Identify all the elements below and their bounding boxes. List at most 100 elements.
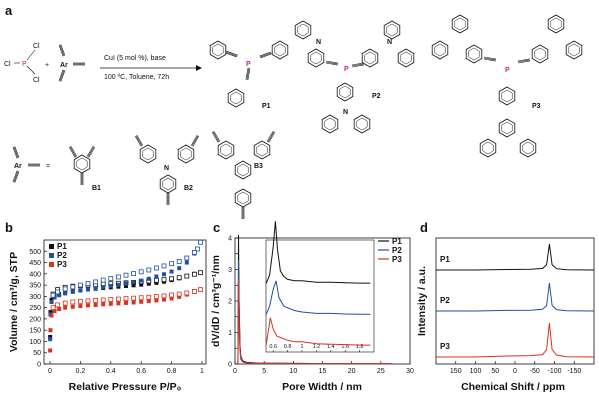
- adsorption-point: [146, 299, 151, 304]
- desorption-point: [176, 291, 182, 297]
- y-tick-label: 200: [29, 316, 41, 323]
- adsorption-point: [57, 293, 62, 298]
- y-tick-label: 2: [228, 299, 232, 306]
- trace-label-p1: P1: [440, 255, 450, 264]
- adsorption-point: [169, 296, 174, 301]
- adsorption-point: [177, 294, 182, 299]
- y-tick-label: 4: [228, 236, 232, 243]
- trace-label-p3: P3: [440, 342, 450, 351]
- y-axis-title: Volume / cm³/g, STP: [8, 252, 20, 352]
- adsorption-point: [154, 274, 159, 279]
- x-tick-label: 0.6: [136, 368, 146, 375]
- spectrum-line: [436, 282, 595, 312]
- desorption-point: [85, 298, 91, 304]
- product-label-p1: P1: [262, 103, 271, 110]
- panel-label-b: b: [5, 220, 13, 235]
- product-label-p2: P2: [372, 93, 381, 100]
- block-label-b3: B3: [254, 163, 263, 170]
- desorption-point: [93, 298, 98, 303]
- adsorption-point: [139, 299, 144, 304]
- x-tick-label: -100: [547, 368, 561, 375]
- y-tick-label: 3: [228, 267, 232, 274]
- x-tick-label: 50: [491, 368, 499, 375]
- desorption-point: [161, 277, 167, 283]
- adsorption-point: [139, 278, 144, 283]
- phosphorus-atom: P: [22, 61, 27, 68]
- adsorption-point: [48, 310, 53, 315]
- x-tick-label: 30: [406, 368, 414, 375]
- adsorption-point: [78, 304, 83, 309]
- nitrogen-atom: N: [316, 39, 321, 46]
- adsorption-point: [146, 276, 151, 281]
- desorption-point: [176, 275, 182, 281]
- desorption-point: [85, 281, 91, 286]
- desorption-point: [55, 289, 60, 295]
- x-axis-title: Chemical Shift / ppm: [461, 381, 565, 393]
- adsorption-point: [101, 285, 106, 290]
- x-tick-label: -50: [530, 368, 540, 375]
- x-tick-label: 5: [262, 368, 266, 375]
- phosphorus-center: P: [505, 67, 510, 74]
- nitrogen-atom: N: [343, 109, 348, 116]
- x-tick-label: 100: [470, 368, 482, 375]
- adsorption-point: [70, 289, 75, 294]
- nitrogen-atom: N: [164, 165, 169, 172]
- desorption-point: [123, 272, 129, 278]
- x-axis-title: Pore Width / nm: [282, 381, 362, 393]
- nitrogen-atom: N: [387, 39, 392, 46]
- legend-label-p2: P2: [392, 246, 402, 255]
- inset-series-line: [265, 280, 371, 315]
- panel-label-a: a: [5, 3, 13, 18]
- desorption-point: [100, 277, 106, 283]
- legend-label-p2: P2: [57, 251, 67, 260]
- x-tick-label: 0.2: [76, 368, 86, 375]
- desorption-point: [123, 296, 129, 302]
- x-tick-label: -150: [567, 368, 581, 375]
- desorption-point: [146, 294, 152, 300]
- desorption-point: [153, 294, 159, 299]
- building-block-b3: B3: [211, 130, 276, 220]
- d-ticks: 150 100 50 0 -50 -100 -150: [450, 361, 581, 375]
- desorption-point: [176, 259, 182, 264]
- x-tick-label: 0.4: [106, 368, 116, 375]
- polymer-p1-structure: P P1: [209, 40, 289, 110]
- adsorption-point: [169, 269, 174, 274]
- desorption-point: [70, 284, 76, 290]
- desorption-point: [108, 276, 114, 281]
- adsorption-point: [108, 283, 113, 288]
- adsorption-point: [49, 297, 54, 302]
- desorption-point: [184, 290, 190, 296]
- inset-x-tick-label: 1.8: [356, 344, 364, 350]
- desorption-point: [198, 239, 203, 245]
- reaction-arrow: CuI (5 mol %), base 100 ºC, Toluene, 72h: [100, 55, 202, 81]
- product-label-p3: P3: [532, 103, 541, 110]
- desorption-point: [70, 299, 76, 305]
- adsorption-point: [124, 300, 128, 305]
- adsorption-point: [162, 297, 166, 302]
- y-tick-label: 400: [29, 271, 41, 278]
- inset-marks: 0.6 0.8 1 1.2 1.4 1.6 1.8: [265, 221, 371, 352]
- inset-x-tick-label: 1: [300, 344, 303, 350]
- x-tick-label: 150: [450, 368, 462, 375]
- adsorption-point: [49, 300, 54, 304]
- inset-x-tick-label: 0.6: [269, 344, 277, 350]
- adsorption-point: [86, 303, 90, 308]
- inset-x-tick-label: 1.4: [327, 344, 335, 350]
- adsorption-point: [162, 272, 166, 277]
- x-tick-label: 1: [200, 368, 204, 375]
- inset-series-line: [265, 221, 371, 284]
- adsorption-point: [70, 304, 75, 309]
- desorption-point: [108, 297, 114, 302]
- spectrum-line: [436, 243, 595, 271]
- b-marks: [48, 239, 203, 353]
- desorption-point: [131, 271, 137, 276]
- chlorine-atom: Cl: [4, 61, 11, 68]
- y-tick-label: 100: [29, 339, 41, 346]
- x-tick-label: 25: [377, 368, 385, 375]
- adsorption-point: [93, 302, 98, 307]
- aryl-core: Ar: [60, 62, 68, 69]
- x-tick-label: 0: [233, 368, 237, 375]
- desorption-point: [62, 286, 68, 292]
- desorption-point: [62, 300, 68, 306]
